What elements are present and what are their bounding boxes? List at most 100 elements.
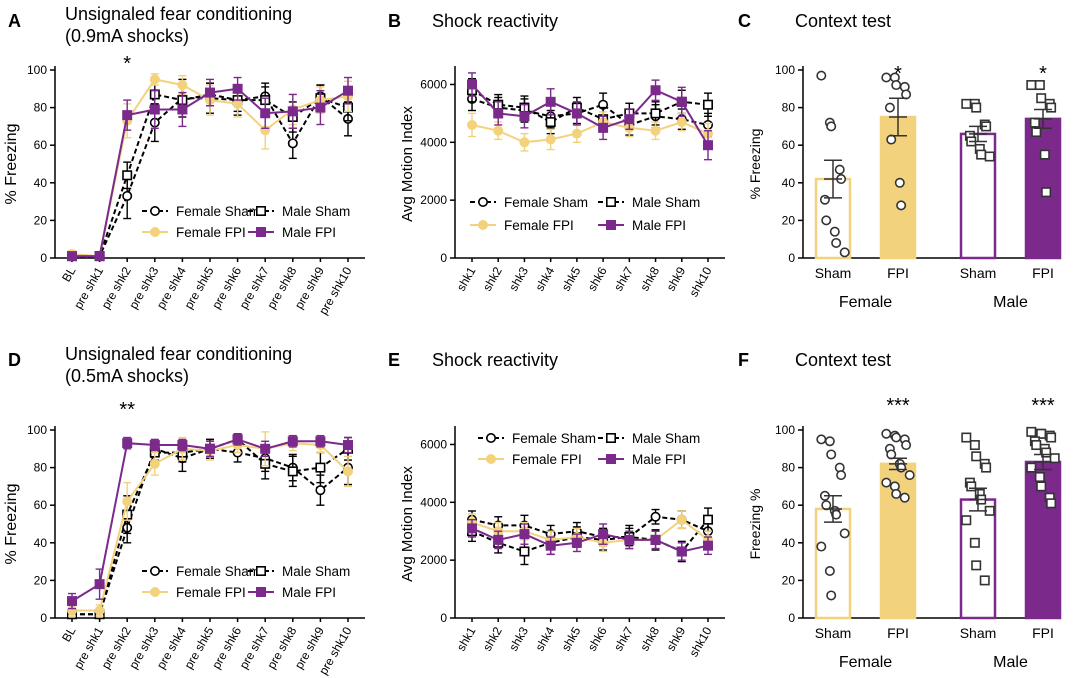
data-point [901, 440, 912, 451]
x-tick-label: shk5 [559, 624, 584, 653]
data-point [122, 110, 133, 121]
group-label: Male [993, 294, 1028, 311]
data-point [315, 102, 326, 113]
y-tick-label: 20 [782, 573, 796, 587]
x-tick-label: shk10 [686, 624, 714, 659]
data-point [881, 477, 892, 488]
data-point [1046, 102, 1057, 113]
data-point [94, 251, 105, 262]
data-point [826, 449, 837, 460]
y-axis-label: Freezing % [747, 489, 763, 560]
data-point [826, 121, 837, 132]
legend-marker [605, 197, 616, 208]
x-tick-label: FPI [887, 625, 909, 641]
data-point [149, 104, 160, 115]
legend-marker [605, 453, 616, 464]
data-point [342, 466, 353, 477]
data-point [886, 134, 897, 145]
data-point [624, 114, 635, 125]
data-point [315, 485, 326, 496]
bar-chart-f: Context test 0 20 40 60 80 100 Freezing % Sham **… [747, 350, 1062, 671]
data-point [816, 70, 827, 81]
data-point [466, 119, 477, 130]
data-point [67, 251, 78, 262]
data-point [1029, 117, 1040, 128]
data-point [315, 462, 326, 473]
x-tick-label: BL [59, 264, 79, 284]
y-tick-label: 4000 [420, 135, 447, 149]
series-line [471, 515, 709, 538]
data-point [545, 117, 556, 128]
data-point [67, 596, 78, 607]
data-point [122, 438, 133, 449]
legend-label: Female Sham [176, 564, 260, 579]
series-line [471, 83, 709, 146]
y-tick-label: 0 [788, 251, 795, 265]
bar-chart-c: Context test 0 20 40 60 80 100 % Freezing Sham * F… [747, 11, 1062, 311]
legend-label: Male FPI [632, 218, 686, 233]
y-tick-label: 2000 [420, 553, 447, 567]
y-tick-label: 60 [782, 138, 796, 152]
data-point [122, 496, 133, 507]
data-point [884, 102, 895, 113]
legend-label: Female FPI [176, 585, 246, 600]
x-tick-label: FPI [887, 265, 909, 281]
legend-marker [255, 227, 266, 238]
series-line [471, 518, 709, 544]
data-point [1026, 80, 1037, 91]
y-tick-label: 0 [40, 611, 47, 625]
series-male-sham [466, 507, 713, 566]
y-axis-label: Avg Motion Index [399, 466, 416, 582]
data-point [971, 560, 982, 571]
y-tick-label: 40 [34, 536, 48, 550]
legend-marker [485, 432, 496, 443]
data-point [904, 470, 915, 481]
line-chart-e: Shock reactivity 0 2000 4000 6000 Avg Motion … [399, 350, 725, 659]
data-point [702, 140, 713, 151]
legend-marker [477, 220, 488, 231]
panel-label-e: E [388, 350, 400, 370]
significance-marker: * [894, 63, 902, 85]
data-point [829, 226, 840, 237]
x-tick-label: Sham [960, 265, 997, 281]
data-point [1046, 498, 1057, 509]
data-point [177, 104, 188, 115]
legend-marker [605, 220, 616, 231]
data-point [205, 443, 216, 454]
data-point [650, 534, 661, 545]
x-tick-label: shk1 [454, 624, 479, 653]
x-tick-label: FPI [1032, 265, 1054, 281]
data-point [981, 462, 992, 473]
data-point [287, 106, 298, 117]
data-point [466, 523, 477, 534]
data-point [1026, 426, 1037, 437]
y-tick-label: 100 [27, 63, 47, 77]
data-point [976, 149, 987, 160]
y-tick-label: 80 [34, 461, 48, 475]
x-tick-label: shk3 [506, 264, 531, 293]
data-point [899, 492, 910, 503]
data-point [816, 541, 827, 552]
chart-title: Context test [795, 11, 891, 31]
legend-label: Female Sham [176, 204, 260, 219]
legend: Female Sham Male Sham Female FPI Male FPI [142, 564, 350, 600]
data-point [702, 99, 713, 110]
data-point [232, 83, 243, 94]
legend-marker [150, 227, 161, 238]
y-tick-label: 40 [782, 536, 796, 550]
data-point [824, 565, 835, 576]
y-tick-label: 80 [782, 101, 796, 115]
legend-marker [150, 565, 161, 576]
data-point [831, 509, 842, 520]
bar-group [814, 70, 852, 260]
data-point [571, 537, 582, 548]
data-point [966, 481, 977, 492]
data-point [624, 534, 635, 545]
chart-title: Unsignaled fear conditioning [65, 344, 292, 364]
y-tick-label: 0 [40, 251, 47, 265]
bar [814, 507, 852, 620]
bar-group [959, 98, 997, 260]
y-axis-label: Avg Motion Index [399, 106, 416, 222]
x-tick-label: shk5 [559, 264, 584, 293]
data-point [836, 470, 847, 481]
